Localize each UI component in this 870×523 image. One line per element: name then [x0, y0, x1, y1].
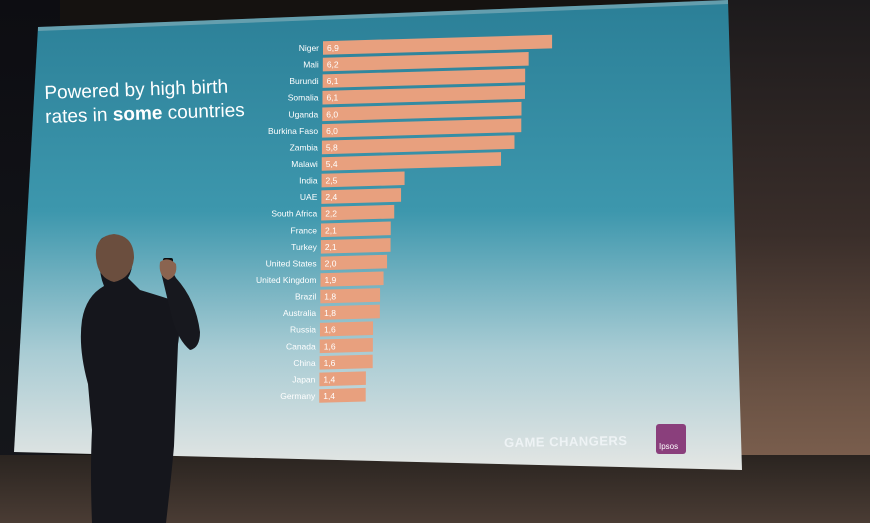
category-label: India — [299, 176, 318, 186]
bar-group: Mali 6,2 — [303, 52, 529, 72]
value-label: 1,6 — [324, 325, 336, 335]
category-label: UAE — [300, 192, 318, 202]
bar — [320, 238, 391, 254]
bar-group: Brazil 1,8 — [295, 288, 381, 304]
bar-group: Niger 6,9 — [299, 34, 553, 55]
category-label: Turkey — [291, 242, 317, 252]
bar — [320, 304, 380, 320]
bar-group: Russia 1,6 — [290, 321, 374, 337]
value-label: 6,1 — [327, 76, 339, 86]
value-label: 1,6 — [324, 341, 336, 351]
screen-bezel-top — [38, 0, 728, 31]
bar-group: India 2,5 — [299, 171, 405, 188]
category-label: Zambia — [290, 142, 319, 152]
bar — [319, 354, 373, 370]
value-label: 1,8 — [324, 292, 336, 302]
value-label: 1,8 — [324, 308, 336, 318]
bar — [322, 68, 526, 88]
value-label: 6,9 — [327, 43, 339, 53]
value-label: 2,5 — [326, 176, 338, 186]
category-label: Uganda — [288, 109, 318, 119]
category-label: France — [291, 225, 318, 235]
value-label: 6,0 — [326, 126, 338, 136]
value-label: 2,1 — [325, 225, 337, 235]
bar-group: Japan 1,4 — [292, 371, 366, 387]
bar — [322, 85, 525, 105]
bar — [323, 34, 553, 55]
bar — [322, 118, 522, 138]
category-label: Burundi — [289, 76, 318, 86]
bar — [322, 52, 529, 72]
bar-group: Australia 1,8 — [283, 304, 380, 320]
value-label: 2,1 — [325, 242, 337, 252]
bar-group: China 1,6 — [293, 354, 373, 370]
bar — [320, 271, 384, 287]
bar — [321, 171, 405, 188]
value-label: 6,0 — [326, 109, 338, 119]
category-label: Malawi — [291, 159, 318, 169]
value-label: 2,4 — [325, 192, 337, 202]
ipsos-logo: Ipsos — [656, 424, 686, 454]
bar-group: Burundi 6,1 — [289, 68, 526, 88]
bar — [319, 321, 374, 337]
value-label: 1,4 — [323, 391, 335, 401]
footer-brand: GAME CHANGERS — [503, 432, 628, 451]
category-label: South Africa — [271, 209, 317, 219]
logo-text: Ipsos — [659, 442, 679, 451]
bar-group: France 2,1 — [291, 221, 391, 238]
bar-group: UAE 2,4 — [300, 188, 402, 204]
value-label: 5,4 — [326, 159, 338, 169]
bar-group: Somalia 6,1 — [288, 85, 525, 105]
bar — [319, 338, 373, 354]
category-label: Canada — [286, 341, 316, 351]
bar-group: Malawi 5,4 — [291, 152, 502, 171]
category-label: Mali — [303, 60, 319, 70]
category-label: Burkina Faso — [268, 126, 318, 136]
bar-group: South Africa 2,2 — [271, 204, 395, 221]
bar — [321, 204, 395, 221]
bar-group: United States 2,0 — [266, 254, 388, 271]
bar — [320, 288, 381, 304]
bar — [322, 101, 522, 122]
value-label: 2,2 — [325, 209, 337, 219]
value-label: 6,2 — [327, 60, 339, 70]
category-label: United Kingdom — [256, 275, 316, 285]
value-label: 1,9 — [324, 275, 336, 285]
bar — [321, 152, 502, 171]
category-label: Australia — [283, 308, 316, 318]
bar-group: Germany 1,4 — [280, 387, 366, 403]
value-label: 1,4 — [323, 374, 335, 384]
value-label: 5,8 — [326, 142, 338, 152]
bar — [321, 221, 391, 238]
value-label: 6,1 — [326, 93, 338, 103]
bar — [319, 387, 366, 403]
category-label: Brazil — [295, 292, 316, 302]
category-label: Germany — [280, 391, 316, 401]
bar-group: Burkina Faso 6,0 — [268, 118, 522, 138]
bar-group: Zambia 5,8 — [290, 135, 515, 155]
bar — [321, 135, 515, 155]
category-label: Niger — [299, 43, 319, 53]
category-label: Japan — [292, 374, 315, 384]
bar-group: Canada 1,6 — [286, 338, 373, 354]
bar — [319, 371, 366, 387]
category-label: China — [293, 358, 315, 368]
category-label: Somalia — [288, 93, 319, 103]
value-label: 2,0 — [325, 258, 337, 268]
bar-group: Turkey 2,1 — [291, 238, 391, 254]
bar-group: Uganda 6,0 — [288, 101, 522, 122]
bar-group: United Kingdom 1,9 — [256, 271, 384, 287]
category-label: Russia — [290, 325, 316, 335]
category-label: United States — [266, 258, 317, 268]
value-label: 1,6 — [324, 358, 336, 368]
bar — [321, 188, 402, 204]
bar — [320, 254, 388, 271]
